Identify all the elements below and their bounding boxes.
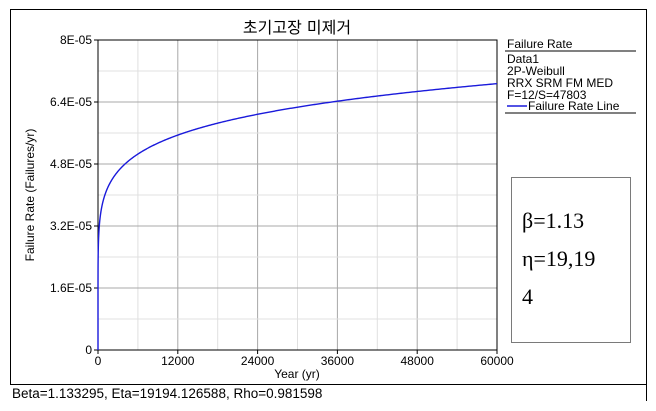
plot-border <box>97 39 498 351</box>
eta-value-continued: 4 <box>522 284 533 309</box>
chart-title: 초기고장 미제거 <box>243 18 351 37</box>
legend-line-1: Data1 <box>507 52 539 66</box>
eta-value: η=19,19 <box>522 246 596 271</box>
series-layer <box>97 82 498 350</box>
legend-series-label: Failure Rate Line <box>528 99 620 113</box>
legend-line-3: RRX SRM FM MED <box>507 76 613 90</box>
status-text: Beta=1.133295, Eta=19194.126588, Rho=0.9… <box>12 386 323 401</box>
y-axis-label: Failure Rate (Failures/yr) <box>23 129 37 262</box>
y-tick-label: 1.6E-05 <box>50 281 92 295</box>
legend-line-2: 2P-Weibull <box>507 64 565 78</box>
parameter-box: β=1.13 η=19,19 4 <box>511 177 631 343</box>
legend: Failure Rate Data1 2P-Weibull RRX SRM FM… <box>505 37 636 114</box>
x-tick-label: 24000 <box>241 354 275 368</box>
y-tick-label: 4.8E-05 <box>50 157 92 171</box>
x-tick-label: 36000 <box>321 354 355 368</box>
x-tick-label: 12000 <box>161 354 195 368</box>
y-tick-label: 3.2E-05 <box>50 219 92 233</box>
x-tick-label: 48000 <box>401 354 435 368</box>
legend-line-4: F=12/S=47803 <box>507 88 587 102</box>
gridlines <box>98 40 497 350</box>
y-axis-ticks: 0 1.6E-05 3.2E-05 4.8E-05 6.4E-05 8E-05 <box>50 33 98 357</box>
y-tick-label: 6.4E-05 <box>50 95 92 109</box>
x-tick-label: 0 <box>95 354 102 368</box>
beta-value: β=1.13 <box>522 208 585 233</box>
x-tick-label: 60000 <box>480 354 514 368</box>
status-bar: Beta=1.133295, Eta=19194.126588, Rho=0.9… <box>10 384 646 401</box>
legend-heading: Failure Rate <box>507 37 573 51</box>
x-axis-ticks: 0 12000 24000 36000 48000 60000 <box>95 350 514 368</box>
x-axis-label: Year (yr) <box>274 367 320 381</box>
failure-rate-line <box>97 82 498 350</box>
y-tick-label: 8E-05 <box>60 33 92 47</box>
y-tick-label: 0 <box>85 343 92 357</box>
plot-area: 0 12000 24000 36000 48000 60000 0 1.6E-05 3.2E-… <box>50 33 514 368</box>
